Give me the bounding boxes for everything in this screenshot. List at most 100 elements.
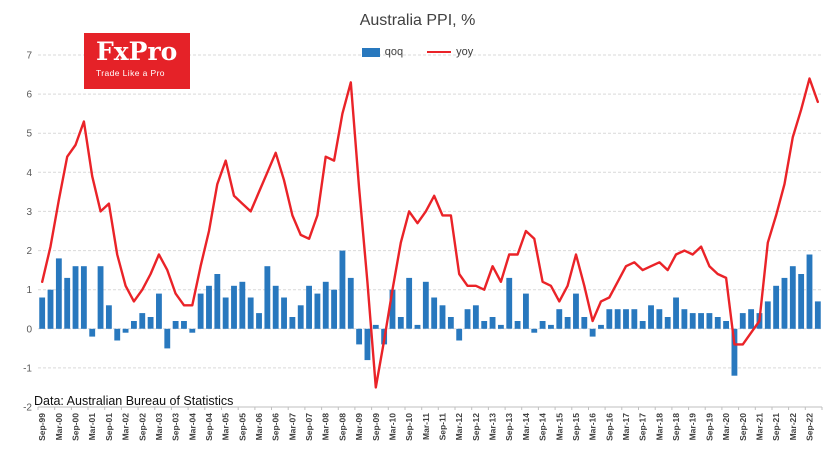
qoq-bar (172, 321, 179, 329)
qoq-bar (648, 305, 654, 329)
qoq-bar (139, 313, 146, 329)
qoq-bar (714, 317, 721, 329)
qoq-bar (156, 293, 162, 329)
y-axis-label: 1 (26, 285, 32, 296)
qoq-bar (614, 309, 621, 329)
x-axis-label: Mar-08 (321, 413, 331, 441)
yoy-line (41, 77, 819, 389)
qoq-bar (297, 305, 304, 329)
x-axis-label: Sep-99 (37, 413, 47, 441)
y-axis-label: 7 (26, 51, 32, 62)
x-axis-label: Mar-03 (154, 413, 164, 441)
qoq-bar (781, 277, 788, 329)
x-axis-label: Sep-06 (271, 413, 281, 441)
qoq-bar (414, 324, 421, 329)
qoq-bar (39, 297, 46, 329)
x-axis-label: Mar-04 (187, 413, 197, 441)
legend-qoq-label: qoq (384, 46, 404, 58)
x-axis-label: Mar-13 (488, 413, 498, 441)
x-axis-label: Sep-21 (771, 413, 781, 441)
qoq-bar (706, 313, 713, 329)
x-axis-label: Sep-07 (304, 413, 314, 441)
qoq-bar (364, 328, 371, 361)
qoq-bar (598, 324, 604, 329)
qoq-bar (506, 277, 513, 329)
y-axis-label: -2 (23, 403, 32, 414)
x-axis-label: Mar-05 (221, 413, 231, 441)
legend-item-yoy: yoy (427, 46, 473, 58)
x-axis-label: Mar-20 (721, 413, 731, 441)
qoq-bar (322, 281, 329, 329)
qoq-bar (64, 277, 71, 329)
qoq-bar (339, 250, 346, 329)
qoq-bar (606, 309, 613, 329)
qoq-bar (247, 297, 254, 329)
qoq-bar (189, 328, 196, 333)
qoq-bar (523, 293, 529, 329)
qoq-bar (689, 313, 696, 329)
qoq-bar (372, 324, 379, 329)
qoq-bar (197, 293, 204, 329)
x-axis-label: Sep-02 (137, 413, 147, 441)
qoq-bar (97, 266, 104, 329)
qoq-bar (514, 321, 521, 329)
y-axis-label: 2 (26, 246, 32, 257)
x-axis-label: Mar-21 (754, 413, 764, 441)
qoq-bar (556, 309, 563, 329)
qoq-bar (573, 293, 579, 329)
qoq-bar (764, 301, 771, 329)
x-axis-label: Sep-00 (71, 413, 81, 441)
legend-item-qoq: qoq (361, 46, 404, 58)
x-axis-label: Mar-14 (521, 413, 531, 441)
qoq-bar (698, 313, 704, 329)
qoq-bar (548, 324, 554, 329)
x-axis-label: Mar-22 (788, 413, 798, 441)
qoq-bar (281, 297, 287, 329)
x-axis-label: Sep-15 (571, 413, 581, 441)
qoq-bar (89, 328, 96, 337)
qoq-bar (105, 305, 112, 329)
qoq-bar (789, 266, 796, 329)
qoq-bar (264, 266, 271, 329)
x-axis-label: Sep-03 (171, 413, 181, 441)
qoq-bar (773, 285, 780, 329)
qoq-bar (673, 297, 679, 329)
qoq-bar (631, 309, 638, 329)
chart-title: Australia PPI, % (359, 12, 476, 29)
fxpro-logo: FxPro Trade Like a Pro (84, 33, 190, 89)
qoq-bar (72, 266, 79, 329)
qoq-bar (723, 321, 730, 329)
x-axis-label: Sep-12 (471, 413, 481, 441)
qoq-bar (623, 309, 629, 329)
qoq-bar (181, 321, 187, 329)
qoq-bar (147, 317, 154, 329)
fxpro-logo-tagline: Trade Like a Pro (96, 68, 165, 78)
data-source-note: Data: Australian Bureau of Statistics (34, 394, 234, 408)
qoq-bar (80, 266, 87, 329)
qoq-bar (447, 317, 454, 329)
x-axis-label: Mar-07 (287, 413, 297, 441)
qoq-bar (497, 324, 504, 329)
x-axis-label: Sep-01 (104, 413, 114, 441)
fxpro-logo-text: FxPro (96, 37, 178, 66)
qoq-bar (656, 309, 663, 329)
qoq-bar (406, 277, 413, 329)
qoq-bar (289, 317, 296, 329)
y-axis-label: 6 (26, 90, 32, 101)
legend-yoy-swatch (427, 50, 452, 54)
chart-legend: qoq yoy (0, 46, 835, 58)
qoq-bar (331, 289, 338, 329)
x-axis-label: Mar-12 (454, 413, 464, 441)
x-axis-label: Mar-19 (688, 413, 698, 441)
qoq-bar (422, 281, 429, 329)
qoq-bar (389, 289, 396, 329)
qoq-bar (306, 285, 312, 329)
qoq-bar (731, 328, 738, 376)
qoq-bar (272, 285, 279, 329)
qoq-bar (739, 313, 746, 329)
qoq-bar (489, 317, 496, 329)
x-axis-label: Sep-16 (604, 413, 614, 441)
y-axis-label: 4 (26, 168, 32, 179)
x-axis-label: Mar-01 (87, 413, 97, 441)
